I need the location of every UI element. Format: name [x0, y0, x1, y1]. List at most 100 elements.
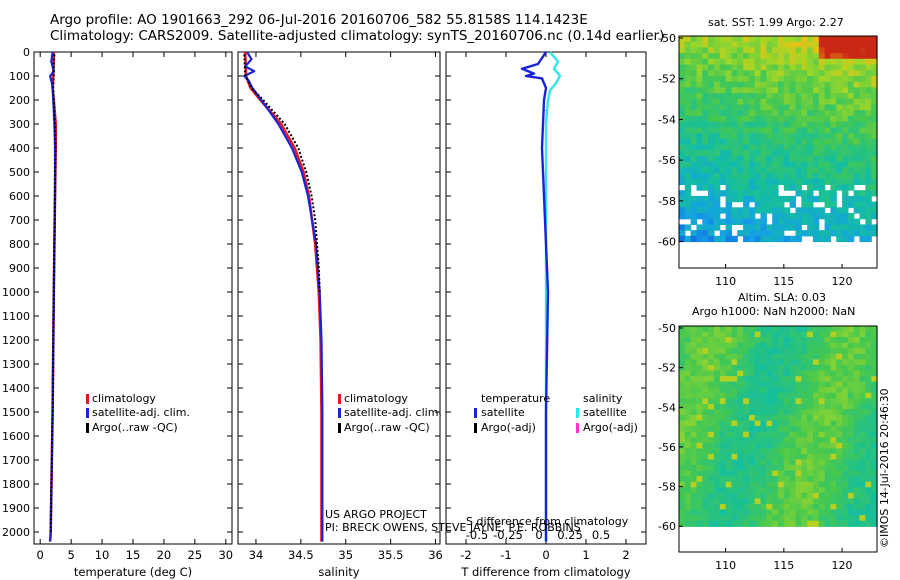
map-cell [772, 470, 779, 477]
map-cell [783, 218, 791, 225]
map-cell [725, 53, 732, 60]
map-cell [836, 133, 843, 140]
map-cell [737, 138, 744, 146]
map-cell [853, 481, 861, 488]
map-cell [743, 235, 750, 243]
map-cell [859, 498, 866, 505]
legend-diff-t-title: temperature [481, 392, 551, 405]
map-cell [818, 498, 826, 505]
map-cell [842, 359, 849, 366]
map-cell [696, 387, 703, 394]
map-cell [772, 218, 779, 225]
map-cell [696, 381, 703, 388]
map-cell [807, 409, 814, 416]
map-cell [830, 481, 837, 488]
map-cell [772, 224, 779, 231]
map-cell [772, 403, 779, 411]
map-cell [748, 190, 756, 197]
map-cell [865, 481, 872, 488]
map-cell [865, 403, 872, 411]
map-cell [696, 420, 703, 427]
map-cell [795, 161, 802, 168]
map-cell [679, 230, 686, 237]
map-cell [836, 115, 843, 123]
map-cell [690, 161, 697, 168]
map-cell [824, 409, 831, 416]
map-cell [702, 93, 709, 100]
map-cell [731, 515, 738, 522]
map-cell [743, 155, 750, 163]
map-cell [836, 36, 843, 43]
map-cell [731, 190, 738, 197]
map-cell [679, 173, 686, 180]
map-cell [766, 359, 773, 366]
map-cell [760, 415, 767, 422]
map-cell [737, 230, 744, 237]
map-cell [702, 155, 709, 163]
map-cell [842, 87, 849, 94]
series-sat-1 [243, 51, 324, 542]
map-cell [812, 476, 820, 483]
map-cell [830, 331, 837, 338]
map-cell [812, 453, 820, 461]
map-cell [708, 453, 715, 461]
map-cell [696, 41, 703, 48]
map-cell [795, 487, 802, 494]
map-cell [713, 331, 721, 338]
map-cell [818, 110, 826, 117]
map-cell [871, 476, 878, 483]
map-cell [708, 465, 715, 472]
map-cell [783, 370, 791, 377]
map-cell [783, 173, 791, 180]
map-cell [807, 387, 814, 394]
map-cell [830, 127, 837, 134]
map-cell [795, 167, 802, 174]
map-cell [824, 437, 831, 444]
map-cell [871, 331, 878, 338]
map-cell [725, 476, 732, 483]
map-cell [871, 387, 878, 394]
map-cell [748, 150, 756, 157]
map-cell [731, 195, 738, 203]
map-cell [684, 431, 692, 438]
map-cell [789, 359, 796, 366]
map-cell [847, 370, 855, 377]
map-cell [684, 53, 692, 60]
map-cell [772, 201, 779, 208]
map-cell [679, 190, 686, 197]
map-cell [830, 426, 837, 433]
map-cell [824, 465, 831, 472]
map-cell [760, 481, 767, 488]
map-cell [690, 459, 697, 466]
map-cell [696, 36, 703, 43]
map-cell [725, 138, 732, 146]
map-cell [865, 121, 872, 128]
map-cell [818, 426, 826, 433]
map-cell [766, 230, 773, 237]
map-cell [859, 370, 866, 377]
map-cell [824, 121, 831, 128]
map-cell [737, 487, 744, 494]
map-cell [818, 492, 826, 500]
map-cell [713, 409, 721, 416]
map-cell [696, 230, 703, 237]
map-cell [725, 465, 732, 472]
map-cell [818, 476, 826, 483]
map-cell [801, 392, 808, 399]
map-cell [772, 70, 779, 77]
map-cell [702, 47, 709, 54]
map-cell [702, 104, 709, 111]
map-cell [737, 370, 744, 377]
map-cell [679, 459, 686, 466]
map-cell [690, 515, 697, 522]
map-cell [772, 64, 779, 71]
series-argo-0 [49, 54, 57, 533]
top-xtick-label-0: -0.5 [466, 528, 488, 542]
map-cell [818, 115, 826, 123]
map-cell [778, 64, 785, 71]
map-cell [743, 342, 750, 349]
map-cell [859, 515, 866, 522]
map-cell [743, 331, 750, 338]
map-cell [871, 104, 878, 111]
map-cell [690, 409, 697, 416]
